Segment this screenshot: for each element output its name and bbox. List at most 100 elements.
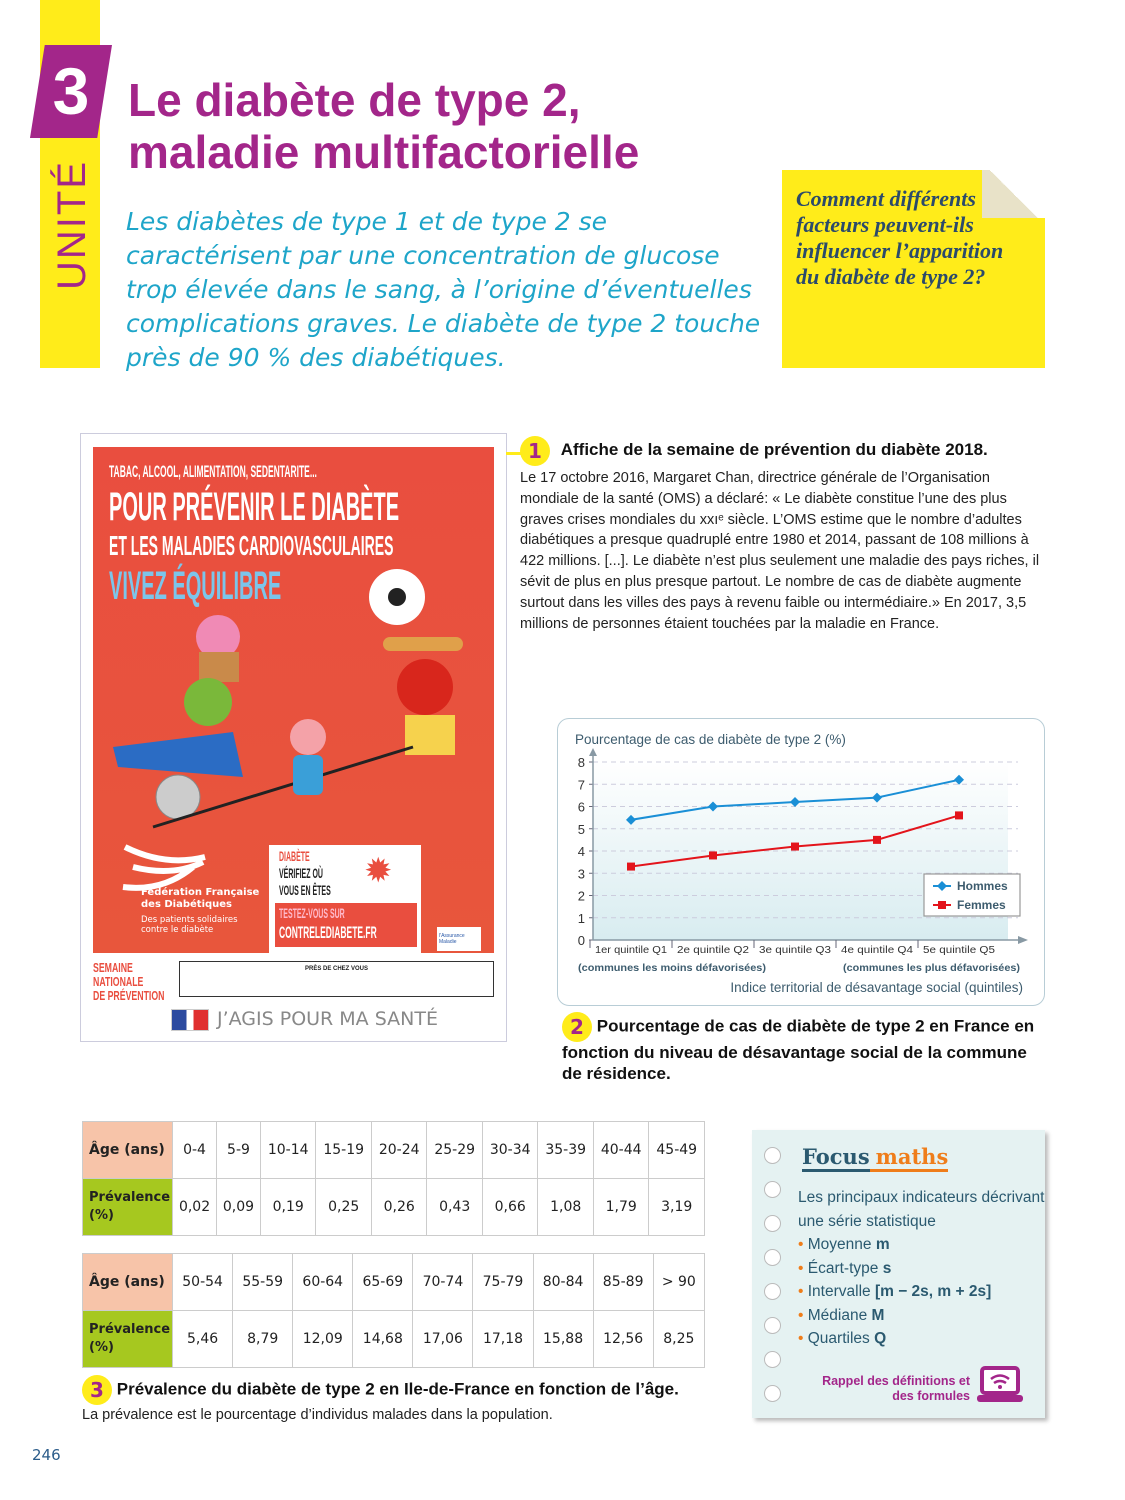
prevalence-header: Prévalence (%)	[81, 1178, 174, 1236]
chart-title: Pourcentage de cas de diabète de type 2 …	[575, 732, 846, 747]
y-tick-label: 4	[578, 844, 585, 859]
x-tick-label: 1er quintile Q1	[595, 945, 667, 956]
age-cell: 80-84	[532, 1253, 594, 1311]
title-line: maladie multifactorielle	[128, 126, 640, 178]
prevalence-cell: 1,79	[592, 1178, 650, 1236]
person-body	[293, 755, 323, 795]
y-tick-label: 1	[578, 911, 585, 926]
data-point	[873, 835, 881, 844]
age-header: Âge (ans)	[81, 1121, 174, 1179]
binder-ring	[764, 1283, 781, 1300]
y-tick-label: 2	[578, 889, 585, 904]
poster-slogan: VIVEZ ÉQUILIBRE	[109, 564, 282, 608]
focus-body: Les principaux indicateurs décrivant une…	[798, 1186, 1045, 1351]
line-chart: Pourcentage de cas de diabète de type 2 …	[575, 732, 1028, 995]
x-tick-label: 2e quintile Q2	[677, 945, 750, 956]
item-label: Intervalle	[807, 1283, 871, 1300]
prevalence-row: Prévalence (%) 0,02 0,09 0,19 0,25 0,26 0,43 0,…	[81, 1178, 705, 1236]
prevalence-header: Prévalence (%)	[81, 1310, 174, 1368]
age-cell: 45-49	[648, 1121, 705, 1179]
site-link[interactable]: CONTRELEDIABETE.FR	[279, 923, 377, 942]
focus-item: • Écart-type s	[798, 1259, 892, 1277]
doc3-caption-text: Prévalence du diabète de type 2 en Ile-d…	[116, 1379, 679, 1399]
prevalence-table-2: Âge (ans) 50-54 55-59 60-64 65-69 70-74 75-79 8…	[81, 1253, 706, 1368]
balance-illustration	[113, 569, 463, 891]
data-point	[708, 801, 718, 812]
folded-corner	[982, 170, 1045, 218]
laptop-wifi-icon[interactable]	[977, 1366, 1023, 1404]
y-tick-label: 5	[578, 822, 585, 837]
y-tick-label: 0	[578, 933, 585, 948]
y-tick-label: 7	[578, 777, 585, 792]
doc-number-badge: 2	[562, 1012, 592, 1042]
item-symbol: m	[875, 1236, 890, 1253]
data-point	[790, 797, 800, 808]
age-header: Âge (ans)	[81, 1253, 174, 1311]
data-point	[955, 811, 963, 820]
data-point	[709, 851, 717, 860]
age-cell: 65-69	[352, 1253, 414, 1311]
person-head	[290, 719, 326, 755]
blood-drop-icon: ✹	[364, 851, 393, 891]
focus-maths-card: Focus maths Les principaux indicateurs dé…	[752, 1130, 1045, 1418]
item-symbol: Q	[874, 1330, 887, 1347]
poster: TABAC, ALCOOL, ALIMENTATION, SEDENTARITE…	[80, 433, 507, 1042]
doc3-caption: 3 Prévalence du diabète de type 2 en Ile…	[82, 1375, 762, 1423]
age-cell: 10-14	[259, 1121, 317, 1179]
item-symbol: s	[882, 1259, 892, 1277]
doc3-subtext: La prévalence est le pourcentage d’indiv…	[82, 1407, 553, 1423]
prevalence-table-1: Âge (ans) 0-4 5-9 10-14 15-19 20-24 25-29 30-34…	[81, 1121, 705, 1236]
prevalence-cell: 0,25	[315, 1178, 372, 1236]
question-text: Comment différents facteurs peuvent-ils …	[796, 186, 1004, 289]
hotdog	[383, 637, 463, 651]
age-cell: 60-64	[292, 1253, 354, 1311]
legend-marker	[937, 881, 947, 891]
can	[155, 774, 201, 820]
focus-item: • Médiane M	[798, 1306, 885, 1324]
age-cell: 15-19	[315, 1121, 372, 1179]
age-cell: > 90	[652, 1253, 706, 1311]
prevalence-cell: 12,09	[292, 1310, 354, 1368]
intro-text: Les diabètes de type 1 et de type 2 se c…	[126, 207, 761, 372]
binder-ring	[764, 1249, 781, 1266]
prevalence-cell: 0,26	[370, 1178, 428, 1236]
age-row: Âge (ans) 50-54 55-59 60-64 65-69 70-74 75-79 8…	[81, 1253, 706, 1311]
age-cell: 50-54	[172, 1253, 234, 1311]
semaine-line: SEMAINE	[93, 961, 133, 975]
data-point	[954, 774, 964, 785]
doc2-caption-text: Pourcentage de cas de diabète de type 2 …	[562, 1016, 1035, 1083]
rappel-link[interactable]: Rappel des définitions et des formules	[822, 1374, 970, 1403]
prevalence-row: Prévalence (%) 5,46 8,79 12,09 14,68 17,06 17,…	[81, 1310, 706, 1368]
age-cell: 35-39	[537, 1121, 594, 1179]
test-text: TESTEZ-VOUS SUR	[279, 905, 345, 921]
box-text: VÉRIFIEZ OÙ	[279, 865, 323, 881]
connector	[506, 452, 524, 455]
focus-intro: Les principaux indicateurs décrivant une…	[798, 1189, 1045, 1230]
address-box: PRÈS DE CHEZ VOUS	[179, 961, 494, 997]
age-cell: 0-4	[172, 1121, 217, 1179]
item-symbol: M	[871, 1306, 885, 1324]
focus-item: • Intervalle [m − 2s, m + 2s]	[798, 1283, 992, 1300]
prevalence-cell: 1,08	[537, 1178, 594, 1236]
age-row: Âge (ans) 0-4 5-9 10-14 15-19 20-24 25-29 30-34…	[81, 1121, 705, 1179]
poster-panel: TABAC, ALCOOL, ALIMENTATION, SEDENTARITE…	[93, 447, 494, 953]
x-note-left: (communes les moins défavorisées)	[578, 962, 766, 974]
age-cell: 40-44	[592, 1121, 650, 1179]
federation-logo	[122, 844, 206, 891]
item-label: Quartiles	[807, 1330, 870, 1347]
y-tick-label: 3	[578, 866, 585, 881]
unit-number: 3	[30, 45, 112, 138]
doc-number-badge: 3	[82, 1375, 112, 1405]
x-tick-label: 5e quintile Q5	[923, 945, 996, 956]
prevalence-cell: 12,56	[592, 1310, 654, 1368]
poster-headline: POUR PRÉVENIR LE DIABÈTE	[109, 485, 400, 529]
federation-name: Fédération Française des Diabétiques	[141, 887, 260, 910]
age-cell: 5-9	[216, 1121, 261, 1179]
sneaker	[113, 732, 243, 777]
focus-item: • Quartiles Q	[798, 1330, 887, 1347]
focus-title: Focus maths	[802, 1144, 949, 1172]
cupcake	[196, 615, 240, 659]
age-cell: 55-59	[232, 1253, 294, 1311]
page-number: 246	[32, 1446, 61, 1464]
binder-ring	[764, 1181, 781, 1198]
